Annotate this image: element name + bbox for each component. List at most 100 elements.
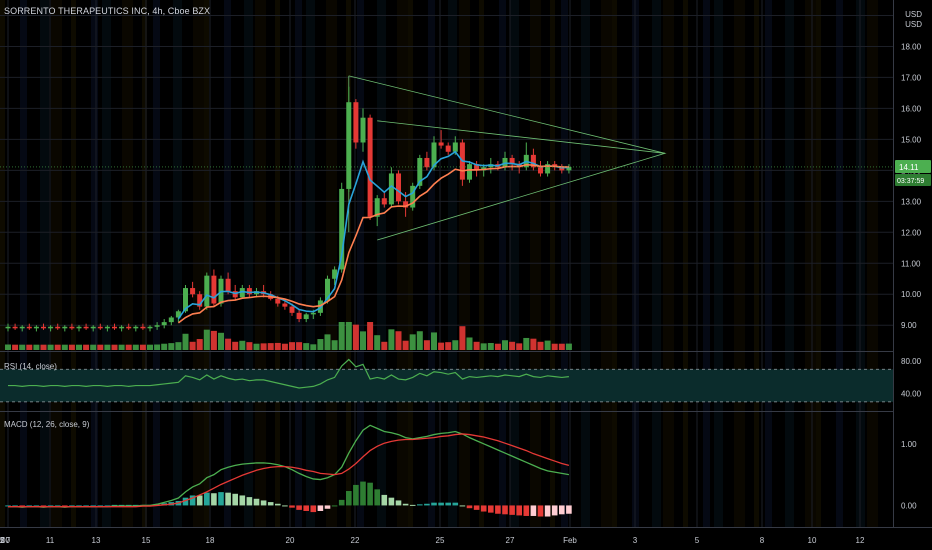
- macd-histogram-bar: [253, 498, 260, 506]
- macd-histogram-bar: [473, 505, 480, 510]
- macd-histogram-bar: [54, 505, 61, 507]
- macd-histogram-bar: [239, 495, 246, 506]
- candle-body: [303, 314, 309, 320]
- volume-bar: [367, 322, 374, 350]
- candle-body: [211, 275, 217, 304]
- time-tick-label: 25: [436, 536, 445, 545]
- volume-bar: [345, 322, 352, 350]
- candle-body: [403, 201, 409, 208]
- macd-histogram-bar: [196, 495, 203, 506]
- candle-body: [325, 278, 330, 301]
- countdown-tag-bg: [895, 173, 931, 186]
- volume-bar: [516, 343, 523, 350]
- candle-body: [516, 164, 522, 168]
- price-tag-bg: [895, 159, 931, 173]
- macd-histogram-bar: [395, 500, 402, 506]
- macd-histogram-bar: [346, 491, 352, 506]
- candle-body: [140, 326, 146, 329]
- macd-histogram-bar: [445, 502, 451, 506]
- volume-bar: [239, 340, 246, 350]
- volume-bar: [97, 344, 104, 350]
- candle-body: [396, 173, 401, 202]
- macd-tick-label: 1.00: [901, 440, 917, 449]
- rsi-label: RSI (14, close): [4, 362, 57, 371]
- candle-body: [104, 326, 110, 329]
- candle-body: [545, 164, 551, 174]
- macd-histogram-bar: [537, 505, 544, 517]
- candle-body: [381, 198, 387, 205]
- macd-histogram-bar: [47, 505, 54, 507]
- candle-body: [239, 288, 245, 298]
- candle-body: [76, 326, 82, 329]
- volume-bar: [416, 331, 423, 350]
- symbol-title: SORRENTO THERAPEUTICS INC, 4h, Cboe BZX: [4, 6, 211, 16]
- macd-histogram-bar: [19, 505, 25, 507]
- volume-bar: [558, 343, 565, 350]
- candle-body: [289, 306, 295, 313]
- macd-histogram-bar: [381, 494, 388, 506]
- candle-body: [246, 288, 252, 295]
- volume-bar: [381, 341, 388, 350]
- volume-bar: [452, 340, 459, 350]
- macd-histogram-bar: [544, 505, 551, 517]
- ema-slow-line: [177, 163, 569, 324]
- volume-bar: [175, 342, 182, 350]
- time-tick-label: 13: [92, 536, 101, 545]
- candle-body: [55, 326, 61, 329]
- macd-histogram-bar: [388, 497, 395, 506]
- candle-body: [48, 326, 54, 329]
- candle-body: [97, 326, 103, 329]
- candle-body: [168, 317, 174, 323]
- volume-bar: [509, 341, 516, 350]
- volume-bar: [352, 324, 359, 350]
- volume-bar: [523, 337, 530, 350]
- volume-bar: [33, 344, 40, 350]
- macd-histogram-bar: [282, 505, 288, 507]
- candle-body: [339, 188, 345, 270]
- volume-bar: [132, 344, 139, 350]
- macd-histogram-bar: [289, 505, 295, 508]
- candle-body: [431, 142, 437, 168]
- candle-body: [360, 117, 366, 143]
- volume-bar: [267, 343, 274, 350]
- volume-bar: [83, 344, 90, 350]
- volume-bar: [466, 337, 473, 350]
- macd-histogram-bar: [466, 505, 473, 509]
- price-tag: 14.11: [899, 163, 919, 172]
- volume-bar: [494, 343, 501, 350]
- volume-bar: [139, 344, 146, 350]
- candle-body: [119, 326, 125, 329]
- volume-bar: [331, 340, 338, 350]
- candle-body: [452, 142, 458, 152]
- macd-histogram-bar: [40, 505, 47, 507]
- candle-body: [62, 326, 68, 329]
- volume-bar: [218, 332, 224, 350]
- volume-bar: [40, 344, 47, 350]
- candle-body: [417, 157, 423, 186]
- macd-histogram-bar: [118, 504, 125, 506]
- candle-body: [530, 154, 536, 168]
- macd-histogram-bar: [225, 492, 231, 506]
- candle-body: [509, 157, 515, 165]
- candle-body: [197, 294, 203, 307]
- macd-histogram-bar: [324, 505, 331, 509]
- macd-histogram-bar: [480, 505, 487, 512]
- macd-histogram-bar: [83, 505, 89, 507]
- price-tick-label: 11.00: [901, 259, 921, 268]
- volume-bar: [480, 343, 487, 350]
- macd-histogram-bar: [310, 505, 317, 513]
- time-tick-label: 17: [0, 536, 5, 545]
- macd-histogram-bar: [76, 505, 82, 507]
- time-tick-label: 22: [0, 536, 5, 545]
- price-tick-label: 15.00: [901, 135, 922, 144]
- candle-body: [346, 102, 352, 189]
- macd-histogram-bar: [523, 505, 530, 516]
- candle-body: [154, 325, 160, 327]
- countdown-tag: 03:37:59: [897, 178, 924, 185]
- volume-bar: [19, 344, 26, 350]
- candle-body: [126, 326, 132, 329]
- macd-histogram-bar: [246, 497, 253, 506]
- volume-bar: [537, 341, 544, 350]
- time-tick-label: 8: [760, 536, 765, 545]
